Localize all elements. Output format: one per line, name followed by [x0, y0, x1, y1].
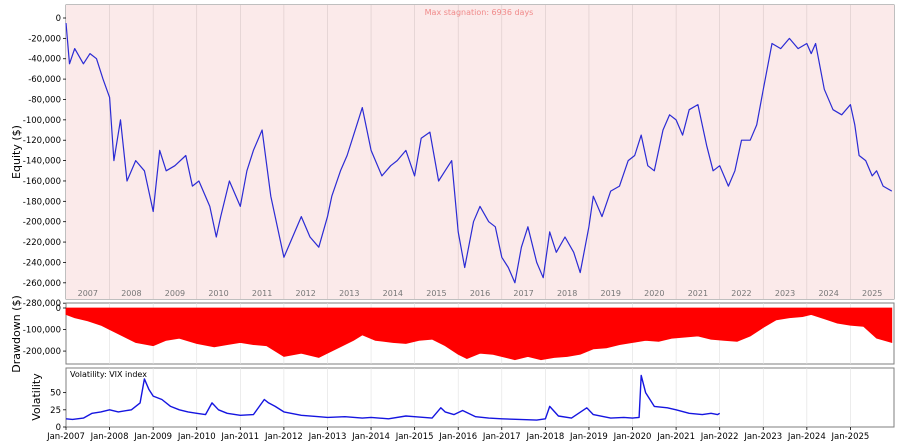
year-label: 2016	[470, 289, 490, 298]
year-label: 2008	[121, 289, 141, 298]
drawdown-panel: 0 -100,000 -200,000 Drawdown ($)	[10, 295, 895, 373]
equity-y-tick-label: 0	[56, 14, 61, 24]
volatility-y-ticks: 0 25 50	[50, 389, 66, 433]
year-label: 2020	[644, 289, 664, 298]
volatility-frame	[65, 367, 895, 428]
volatility-legend: Volatility: VIX index	[70, 370, 147, 379]
year-label: 2019	[601, 289, 621, 298]
volatility-line	[65, 374, 721, 421]
x-axis-tick-label: Jan-2010	[177, 432, 216, 442]
year-label: 2025	[862, 289, 882, 298]
x-axis-ticks: Jan-2007 Jan-2008 Jan-2009 Jan-2010 Jan-2011…	[46, 427, 869, 442]
equity-y-axis-label: Equity ($)	[10, 125, 23, 179]
equity-y-tick-label: -60,000	[28, 75, 61, 85]
drawdown-y-tick-label: 0	[56, 304, 61, 314]
x-axis-tick-label: Jan-2019	[569, 432, 608, 442]
volatility-y-tick-label: 25	[50, 406, 61, 416]
year-label: 2024	[818, 289, 838, 298]
year-label: 2021	[688, 289, 708, 298]
equity-line	[65, 23, 893, 284]
equity-y-tick-label: -120,000	[23, 136, 61, 146]
year-label: 2010	[208, 289, 228, 298]
x-axis-tick-label: Jan-2024	[787, 432, 826, 442]
drawdown-y-ticks: 0 -100,000 -200,000	[23, 304, 66, 357]
x-axis-tick-label: Jan-2015	[395, 432, 434, 442]
equity-y-tick-label: -220,000	[23, 238, 61, 248]
drawdown-y-tick-label: -100,000	[23, 326, 61, 336]
volatility-y-axis-label: Volatility	[30, 373, 43, 421]
equity-y-ticks: 0 -20,000 -40,000 -60,000 -80,000 -100,000 -12…	[23, 14, 66, 309]
year-label: 2007	[78, 289, 98, 298]
x-axis-tick-label: Jan-2009	[133, 432, 172, 442]
max-stagnation-annotation: Max stagnation: 6936 days	[425, 8, 534, 17]
year-label: 2023	[775, 289, 795, 298]
equity-y-tick-label: -180,000	[23, 197, 61, 207]
x-axis-tick-label: Jan-2008	[90, 432, 129, 442]
equity-plot-background	[66, 5, 894, 299]
equity-line-group	[65, 23, 893, 284]
year-label: 2017	[513, 289, 533, 298]
equity-y-tick-label: -40,000	[28, 55, 61, 65]
year-label: 2011	[252, 289, 272, 298]
equity-y-tick-label: -20,000	[28, 34, 61, 44]
equity-y-tick-label: -240,000	[23, 258, 61, 268]
equity-grid	[109, 5, 851, 299]
drawdown-y-tick-label: -200,000	[23, 347, 61, 357]
equity-y-tick-label: -260,000	[23, 279, 61, 289]
volatility-y-tick-label: 50	[50, 389, 61, 399]
x-axis-tick-label: Jan-2023	[743, 432, 782, 442]
drawdown-area-group	[65, 307, 893, 361]
x-axis-tick-label: Jan-2011	[220, 432, 259, 442]
year-label: 2014	[383, 289, 403, 298]
equity-y-tick-label: -280,000	[23, 299, 61, 309]
volatility-y-tick-label: 0	[56, 423, 61, 433]
x-axis-tick-label: Jan-2021	[656, 432, 695, 442]
equity-y-tick-label: -100,000	[23, 116, 61, 126]
year-label: 2009	[165, 289, 185, 298]
volatility-line-group	[65, 374, 721, 421]
x-axis-tick-label: Jan-2016	[438, 432, 477, 442]
x-axis-tick-label: Jan-2018	[525, 432, 564, 442]
equity-panel: 0 -20,000 -40,000 -60,000 -80,000 -100,000 -12…	[10, 4, 895, 309]
equity-year-labels: 2007 2008 2009 2010 2011 2012 2013 2014 2015 2016…	[78, 289, 883, 298]
x-axis-tick-label: Jan-2014	[351, 432, 390, 442]
year-label: 2015	[426, 289, 446, 298]
year-label: 2012	[296, 289, 316, 298]
x-axis-tick-label: Jan-2025	[831, 432, 870, 442]
x-axis-tick-label: Jan-2007	[46, 432, 85, 442]
volatility-panel: 0 25 50 Volatility: VIX index Volatility J…	[30, 367, 895, 442]
x-axis-tick-label: Jan-2020	[613, 432, 652, 442]
equity-y-tick-label: -140,000	[23, 157, 61, 167]
x-axis-tick-label: Jan-2017	[482, 432, 521, 442]
equity-y-tick-label: -160,000	[23, 177, 61, 187]
x-axis-tick-label: Jan-2022	[700, 432, 739, 442]
x-axis-tick-label: Jan-2012	[264, 432, 303, 442]
drawdown-area	[65, 307, 893, 361]
equity-y-tick-label: -80,000	[28, 95, 61, 105]
year-label: 2022	[731, 289, 751, 298]
year-label: 2018	[557, 289, 577, 298]
year-label: 2013	[339, 289, 359, 298]
equity-y-tick-label: -200,000	[23, 218, 61, 228]
drawdown-y-axis-label: Drawdown ($)	[10, 295, 23, 373]
x-axis-tick-label: Jan-2013	[308, 432, 347, 442]
